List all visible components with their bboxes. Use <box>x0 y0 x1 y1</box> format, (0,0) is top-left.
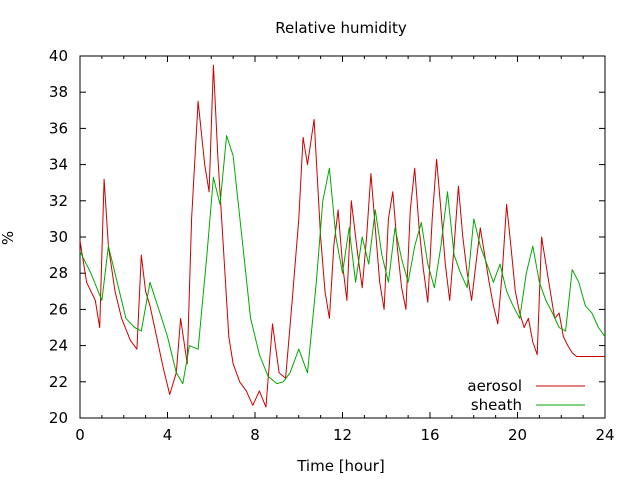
y-tick-label: 22 <box>49 373 68 391</box>
legend-label-sheath: sheath <box>471 396 522 414</box>
series-layer <box>79 64 606 408</box>
y-tick-label: 28 <box>49 264 68 282</box>
plot-frame <box>79 55 606 419</box>
legend-label-aerosol: aerosol <box>467 377 522 395</box>
y-tick-label: 40 <box>49 47 68 65</box>
y-tick-label: 36 <box>49 119 68 137</box>
x-tick-label: 4 <box>163 426 173 444</box>
chart-title: Relative humidity <box>275 19 407 37</box>
x-tick-label: 0 <box>75 426 85 444</box>
y-tick-label: 26 <box>49 300 68 318</box>
axis-ticks: 0 4 8 12 16 20 24 20 22 24 26 28 30 32 34 36 38 40 <box>49 47 615 444</box>
x-tick-label: 16 <box>420 426 439 444</box>
series-line-aerosol <box>79 64 605 408</box>
y-tick-label: 24 <box>49 337 68 355</box>
y-axis-label: % <box>0 231 17 245</box>
y-tick-label: 30 <box>49 228 68 246</box>
x-axis-label: Time [hour] <box>296 457 385 475</box>
y-tick-label: 32 <box>49 192 68 210</box>
y-tick-label: 38 <box>49 83 68 101</box>
x-tick-label: 8 <box>250 426 260 444</box>
x-tick-label: 24 <box>595 426 614 444</box>
y-tick-label: 34 <box>49 156 68 174</box>
x-tick-label: 12 <box>333 426 352 444</box>
series-line-sheath <box>79 135 606 385</box>
x-tick-label: 20 <box>508 426 527 444</box>
y-tick-label: 20 <box>49 409 68 427</box>
